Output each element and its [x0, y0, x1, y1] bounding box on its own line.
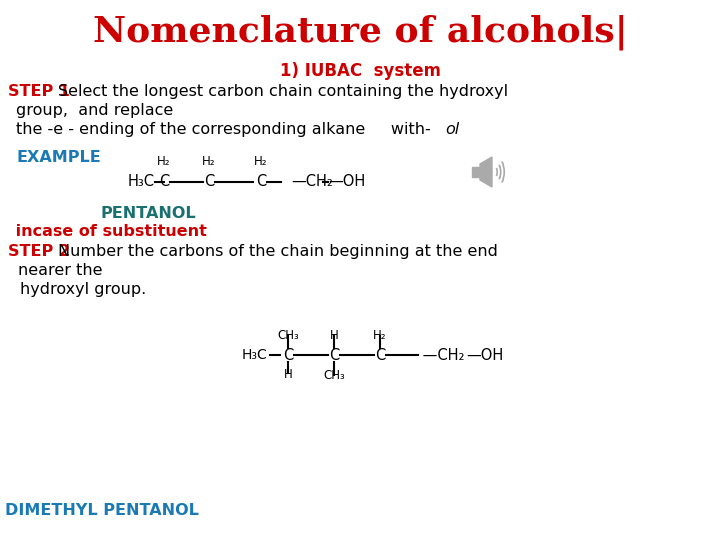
Text: H: H [330, 329, 338, 342]
Text: —CH₂: —CH₂ [418, 348, 464, 362]
Text: group,  and replace: group, and replace [16, 103, 174, 118]
Text: H₂: H₂ [157, 155, 171, 168]
Text: STEP 1: STEP 1 [8, 84, 70, 99]
Text: Select the longest carbon chain containing the hydroxyl: Select the longest carbon chain containi… [58, 84, 508, 99]
Text: H₃C: H₃C [241, 348, 267, 362]
Text: C: C [159, 174, 169, 190]
Text: 1) IUBAC  system: 1) IUBAC system [279, 62, 441, 80]
Text: C: C [375, 348, 385, 362]
Text: —OH: —OH [328, 174, 365, 190]
Polygon shape [480, 157, 492, 187]
Text: Number the carbons of the chain beginning at the end: Number the carbons of the chain beginnin… [58, 244, 498, 259]
Text: C: C [256, 174, 266, 190]
FancyBboxPatch shape [472, 167, 480, 177]
Text: nearer the: nearer the [18, 263, 102, 278]
Text: CH₃: CH₃ [323, 369, 345, 382]
Text: CH₃: CH₃ [277, 329, 299, 342]
Text: C: C [329, 348, 339, 362]
Text: Nomenclature of alcohols|: Nomenclature of alcohols| [93, 15, 627, 51]
Text: H₂: H₂ [202, 155, 216, 168]
Text: H₂: H₂ [254, 155, 268, 168]
Text: EXAMPLE: EXAMPLE [16, 150, 101, 165]
Text: —CH₂: —CH₂ [291, 174, 333, 190]
Text: ol: ol [445, 122, 459, 137]
Text: DIMETHYL PENTANOL: DIMETHYL PENTANOL [5, 503, 199, 518]
Text: H₃C: H₃C [128, 174, 155, 190]
Text: PENTANOL: PENTANOL [100, 206, 196, 221]
Text: hydroxyl group.: hydroxyl group. [20, 282, 146, 297]
Text: STEP 2: STEP 2 [8, 244, 70, 259]
Text: the -e - ending of the corresponding alkane     with-: the -e - ending of the corresponding alk… [16, 122, 431, 137]
Text: C: C [204, 174, 214, 190]
Text: —OH: —OH [466, 348, 503, 362]
Text: C: C [283, 348, 293, 362]
Text: incase of substituent: incase of substituent [10, 224, 207, 239]
Text: H₂: H₂ [373, 329, 387, 342]
Text: H: H [284, 368, 292, 381]
